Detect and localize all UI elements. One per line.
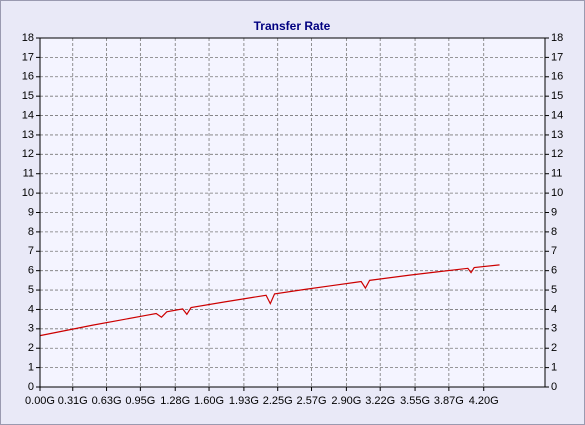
x-tick-label: 2.57G: [297, 395, 327, 407]
y2-tick-label: 13: [551, 129, 563, 141]
y-tick-label: 8: [28, 226, 34, 238]
y-tick-label: 16: [22, 71, 34, 83]
y-tick-label: 14: [22, 109, 34, 121]
y2-tick-label: 14: [551, 109, 563, 121]
y-tick-label: 11: [23, 168, 34, 180]
x-tick-label: 4.20G: [469, 395, 499, 407]
x-tick-label: 1.93G: [229, 395, 259, 407]
y2-tick-label: 8: [551, 226, 557, 238]
y2-tick-label: 18: [551, 32, 563, 44]
y2-tick-label: 17: [551, 51, 563, 63]
x-tick-label: 1.28G: [160, 395, 190, 407]
y-tick-label: 4: [28, 303, 34, 315]
y2-tick-label: 15: [551, 90, 563, 102]
x-tick-label: 3.22G: [365, 395, 395, 407]
y-tick-label: 17: [22, 51, 34, 63]
y-tick-label: 10: [22, 187, 34, 199]
y-tick-label: 3: [28, 323, 34, 335]
x-tick-label: 2.90G: [331, 395, 361, 407]
marks: [39, 264, 500, 337]
y2-tick-label: 5: [551, 284, 557, 296]
y2-tick-label: 16: [551, 71, 563, 83]
y-tick-label: 1: [28, 362, 34, 374]
y-tick-label: 0: [28, 381, 34, 393]
y-tick-label: 13: [22, 129, 34, 141]
x-tick-label: 0.00G: [25, 395, 55, 407]
x-tick-label: 0.63G: [92, 395, 122, 407]
x-tick-label: 1.60G: [194, 395, 224, 407]
x-tick-label: 2.25G: [263, 395, 293, 407]
y2-tick-label: 2: [551, 342, 557, 354]
y2-tick-label: 11: [551, 168, 562, 180]
y-tick-label: 12: [22, 148, 34, 160]
y-tick-label: 6: [28, 265, 34, 277]
x-tick-label: 0.95G: [125, 395, 155, 407]
y2-tick-label: 1: [551, 362, 557, 374]
y2-tick-label: 10: [551, 187, 563, 199]
y2-tick-label: 4: [551, 303, 557, 315]
chart-title: Transfer Rate: [254, 19, 331, 33]
y-tick-label: 15: [22, 90, 34, 102]
y2-tick-label: 7: [551, 245, 557, 257]
y-tick-label: 2: [28, 342, 34, 354]
y2-tick-label: 9: [551, 206, 557, 218]
y-tick-label: 5: [28, 284, 34, 296]
data-line: [39, 264, 500, 337]
y-tick-label: 18: [22, 32, 34, 44]
x-tick-label: 0.31G: [58, 395, 88, 407]
y2-tick-label: 0: [551, 381, 557, 393]
y2-tick-label: 12: [551, 148, 563, 160]
y2-tick-label: 3: [551, 323, 557, 335]
y2-tick-label: 6: [551, 265, 557, 277]
x-tick-label: 3.55G: [400, 395, 430, 407]
y-tick-label: 7: [28, 245, 34, 257]
x-tick-label: 3.87G: [434, 395, 464, 407]
y-tick-label: 9: [28, 206, 34, 218]
plot-border: [39, 37, 546, 388]
